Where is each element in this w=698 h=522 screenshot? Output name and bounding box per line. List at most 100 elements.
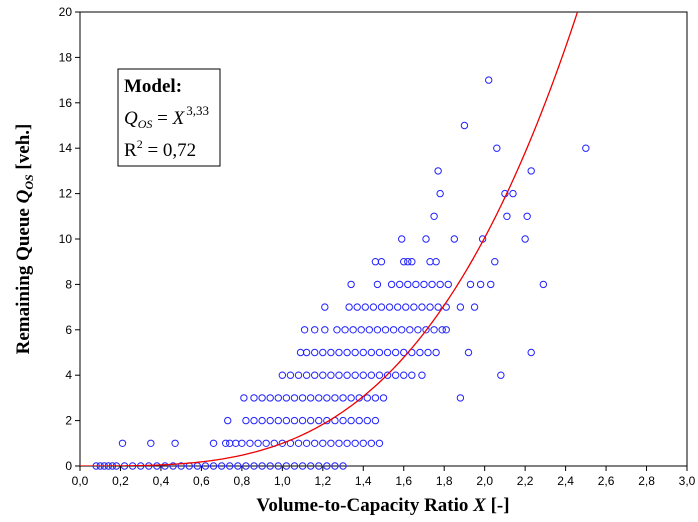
data-point bbox=[521, 235, 529, 243]
data-point bbox=[118, 439, 127, 447]
data-point bbox=[278, 371, 287, 379]
data-point bbox=[224, 416, 232, 425]
data-point bbox=[470, 303, 479, 311]
data-point bbox=[377, 258, 386, 266]
data-point bbox=[373, 280, 382, 289]
y-axis: 0 2 4 6 8 10 12 14 16 18 20 bbox=[59, 5, 80, 473]
data-point bbox=[351, 439, 359, 447]
data-point bbox=[250, 462, 258, 470]
data-point bbox=[402, 303, 410, 311]
data-point bbox=[406, 326, 414, 334]
data-point bbox=[306, 416, 315, 425]
data-point bbox=[226, 462, 234, 470]
data-point bbox=[375, 348, 384, 357]
data-point bbox=[274, 416, 282, 425]
data-point bbox=[373, 326, 382, 334]
data-point bbox=[436, 189, 444, 198]
y-tick-label: 0 bbox=[65, 459, 72, 473]
data-point bbox=[369, 303, 378, 311]
data-point bbox=[395, 280, 404, 289]
data-point bbox=[345, 303, 353, 311]
data-point bbox=[242, 416, 250, 425]
model-exponent: 3,33 bbox=[186, 103, 209, 118]
data-point bbox=[353, 303, 361, 311]
data-point bbox=[420, 280, 428, 289]
data-point bbox=[363, 394, 372, 402]
data-point bbox=[375, 371, 384, 379]
model-r2: R2 = 0,72 bbox=[124, 137, 196, 161]
x-tick-label: 2,4 bbox=[557, 474, 574, 488]
data-point bbox=[432, 348, 440, 357]
y-axis-title-unit: [veh.] bbox=[13, 124, 34, 175]
model-lhs: Q bbox=[124, 108, 138, 129]
data-point bbox=[327, 371, 335, 379]
data-point bbox=[327, 348, 335, 357]
data-point bbox=[250, 394, 258, 402]
data-point bbox=[315, 416, 323, 425]
data-point bbox=[258, 394, 266, 402]
data-point bbox=[434, 303, 442, 311]
y-tick-label: 4 bbox=[65, 368, 72, 382]
data-point bbox=[234, 462, 242, 470]
data-point bbox=[351, 348, 359, 357]
data-point bbox=[426, 258, 434, 266]
x-tick-label: 1,4 bbox=[355, 474, 372, 488]
model-box: Model: QOS = X 3,33 R2 = 0,72 bbox=[117, 68, 221, 167]
data-point bbox=[367, 371, 376, 379]
y-tick-label: 14 bbox=[59, 141, 73, 155]
data-point bbox=[315, 462, 323, 470]
data-point bbox=[493, 144, 501, 152]
data-point bbox=[404, 280, 412, 289]
data-point bbox=[217, 462, 226, 470]
data-point bbox=[422, 326, 430, 334]
model-r2-sup: 2 bbox=[137, 137, 143, 151]
data-point bbox=[371, 416, 380, 425]
data-point bbox=[367, 439, 376, 447]
data-point bbox=[311, 439, 319, 447]
data-point bbox=[359, 371, 367, 379]
data-point bbox=[278, 439, 287, 447]
data-point bbox=[381, 326, 390, 334]
x-tick-label: 2,6 bbox=[598, 474, 615, 488]
data-point bbox=[426, 303, 434, 311]
data-point bbox=[434, 167, 442, 175]
data-point bbox=[355, 416, 363, 425]
data-point bbox=[466, 280, 475, 289]
data-point bbox=[306, 462, 315, 470]
data-point bbox=[290, 462, 299, 470]
x-axis-title-main: Volume-to-Capacity Ratio bbox=[256, 495, 473, 516]
data-point bbox=[335, 371, 343, 379]
data-point bbox=[246, 439, 254, 447]
data-point bbox=[485, 76, 493, 84]
data-point bbox=[400, 258, 408, 266]
data-point bbox=[343, 439, 351, 447]
data-point bbox=[266, 416, 274, 425]
y-axis-title: Remaining Queue QOS [veh.] bbox=[13, 124, 36, 355]
data-point bbox=[343, 371, 351, 379]
data-point bbox=[319, 371, 327, 379]
data-point bbox=[250, 416, 258, 425]
x-tick-label: 0,2 bbox=[112, 474, 129, 488]
data-point bbox=[161, 462, 169, 470]
data-point bbox=[430, 212, 438, 221]
data-point bbox=[221, 439, 230, 447]
y-tick-label: 16 bbox=[59, 96, 73, 110]
x-axis: 0,0 0,2 0,4 0,6 0,8 1,0 1,2 1,4 1,6 1,8 2,0 2,2 2,4 2… bbox=[72, 466, 696, 488]
data-point bbox=[527, 167, 535, 175]
data-point bbox=[359, 348, 367, 357]
data-point bbox=[438, 326, 446, 334]
data-point bbox=[311, 348, 319, 357]
y-tick-label: 2 bbox=[65, 414, 72, 428]
data-point bbox=[311, 371, 319, 379]
data-point bbox=[274, 462, 282, 470]
data-point bbox=[258, 462, 266, 470]
data-point bbox=[209, 439, 218, 447]
data-point bbox=[290, 394, 299, 402]
data-point bbox=[432, 258, 440, 266]
data-point bbox=[171, 439, 179, 447]
data-point bbox=[282, 462, 291, 470]
model-equals: = bbox=[152, 108, 172, 129]
data-point bbox=[201, 462, 210, 470]
scatter-series bbox=[92, 76, 590, 470]
